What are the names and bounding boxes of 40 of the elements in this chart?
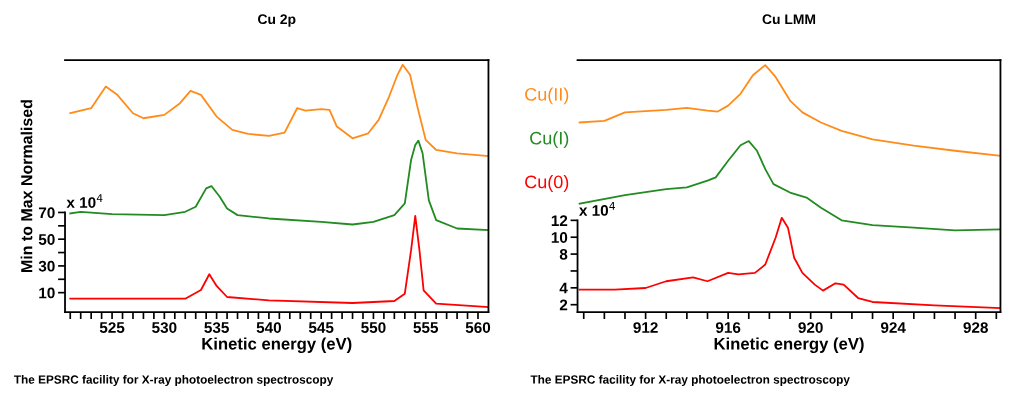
y-tick-label: 30 xyxy=(38,260,55,272)
text: The EPSRC facility for X-ray photoelectron spectroscopy xyxy=(13,375,334,387)
chart-title: Cu 2p xyxy=(258,14,296,27)
y-tick-label: 8 xyxy=(559,248,568,260)
y-tick-label: 10 xyxy=(39,287,55,299)
y-tick-label: 2 xyxy=(559,299,568,311)
x-tick-label: 928 xyxy=(963,322,988,333)
x-tick-label: 555 xyxy=(413,322,439,333)
y-tick-label: 70 xyxy=(38,207,55,219)
y-tick-label: 10 xyxy=(551,232,568,243)
x-tick-label: 912 xyxy=(633,322,658,333)
line-series xyxy=(578,140,1001,232)
chart-title: Cu LMM xyxy=(762,14,816,25)
text: The EPSRC facility for X-ray photoelectron spectroscopy xyxy=(530,375,850,387)
x-tick-label: 916 xyxy=(715,322,741,333)
text: Cu(0) xyxy=(525,175,569,192)
x-axis-title: Kinetic energy (eV) xyxy=(714,337,864,353)
x-tick-label: 545 xyxy=(308,322,334,333)
x-tick-label: 560 xyxy=(465,322,491,333)
line-series xyxy=(578,64,1001,157)
y-tick-label: 12 xyxy=(551,215,568,226)
y-axis-title: Min to Max Normalised xyxy=(20,100,33,272)
annotation: x 10$^{4}$ xyxy=(579,202,616,216)
annotation: x 10$^{4}$ xyxy=(66,194,103,208)
x-tick-label: 535 xyxy=(204,322,229,333)
x-tick-label: 530 xyxy=(152,322,177,333)
line-series xyxy=(69,63,489,157)
x-tick-label: 924 xyxy=(880,322,906,333)
y-tick-label: 50 xyxy=(38,234,55,245)
x-tick-label: 525 xyxy=(99,322,125,333)
line-series xyxy=(69,139,489,232)
x-tick-label: 550 xyxy=(361,322,386,333)
line-series xyxy=(69,214,489,308)
x-tick-label: 920 xyxy=(798,322,823,333)
x-axis-title: Kinetic energy (eV) xyxy=(202,337,352,353)
text: Cu(I) xyxy=(530,131,569,149)
x-tick-label: 540 xyxy=(256,322,282,333)
series-label: Cu(II) xyxy=(525,87,569,105)
y-tick-label: 4 xyxy=(559,282,568,294)
line-series xyxy=(578,216,1001,309)
